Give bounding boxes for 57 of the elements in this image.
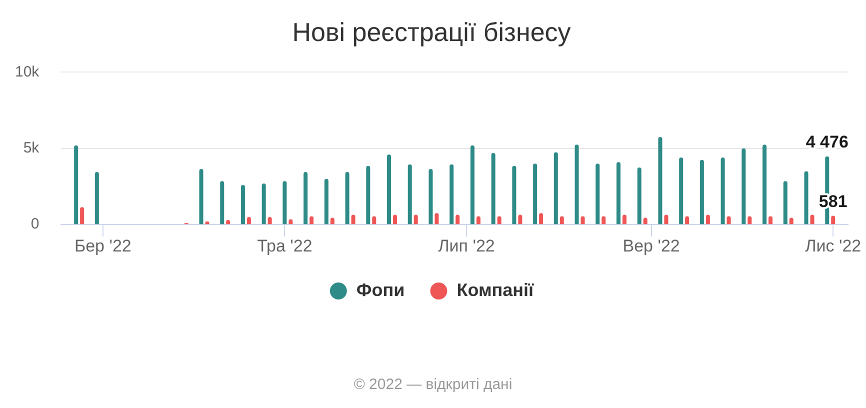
bar xyxy=(783,181,788,224)
bar xyxy=(351,214,356,224)
bar xyxy=(324,178,328,224)
bar xyxy=(804,171,808,224)
bar xyxy=(742,148,746,224)
bar xyxy=(518,214,522,224)
bar xyxy=(366,166,370,224)
x-tick-label: Тра '22 xyxy=(257,236,312,256)
bar xyxy=(470,145,474,224)
bar xyxy=(533,164,538,224)
bar xyxy=(596,164,600,224)
bar xyxy=(679,158,684,224)
bar xyxy=(262,183,266,224)
bar xyxy=(450,164,454,224)
legend-label: Компанії xyxy=(456,280,535,300)
text: © 2022 — відкриті дані xyxy=(352,376,514,394)
bar xyxy=(706,214,710,224)
bar xyxy=(616,162,621,224)
bar xyxy=(512,166,516,224)
bar xyxy=(658,136,662,224)
y-tick-label: 0 xyxy=(30,216,40,233)
data-label: 4 476 xyxy=(806,132,848,152)
x-tick-label: Вер '22 xyxy=(622,236,680,256)
x-tick-label: Бер '22 xyxy=(74,236,132,256)
bar xyxy=(220,181,224,224)
bar xyxy=(199,168,204,224)
bar xyxy=(282,181,287,224)
bar xyxy=(80,207,84,224)
bar xyxy=(554,152,558,224)
bar xyxy=(700,160,704,224)
bar xyxy=(414,214,418,224)
bar xyxy=(392,214,398,224)
bar xyxy=(434,213,439,224)
bar xyxy=(622,214,626,224)
bar xyxy=(456,214,460,224)
y-tick-label: 10k xyxy=(14,63,40,80)
y-tick-label: 5k xyxy=(23,140,40,157)
bar xyxy=(574,144,579,224)
bar xyxy=(94,172,99,224)
bar xyxy=(539,213,544,224)
bar xyxy=(637,167,642,224)
bar xyxy=(345,172,350,224)
bar xyxy=(408,164,412,224)
x-tick-label: Лис '22 xyxy=(805,236,862,256)
bar xyxy=(491,152,496,224)
x-tick-label: Лип '22 xyxy=(438,236,495,256)
chart-title: Нові реєстрації бізнесу xyxy=(292,16,571,47)
bar xyxy=(810,214,814,224)
bar xyxy=(304,172,308,224)
bar xyxy=(240,184,245,224)
bar xyxy=(720,158,725,224)
bar xyxy=(762,144,767,224)
bar xyxy=(428,168,433,224)
legend-label: Фопи xyxy=(356,280,405,300)
bar xyxy=(664,214,668,224)
bar xyxy=(387,154,392,224)
bar xyxy=(74,145,78,224)
